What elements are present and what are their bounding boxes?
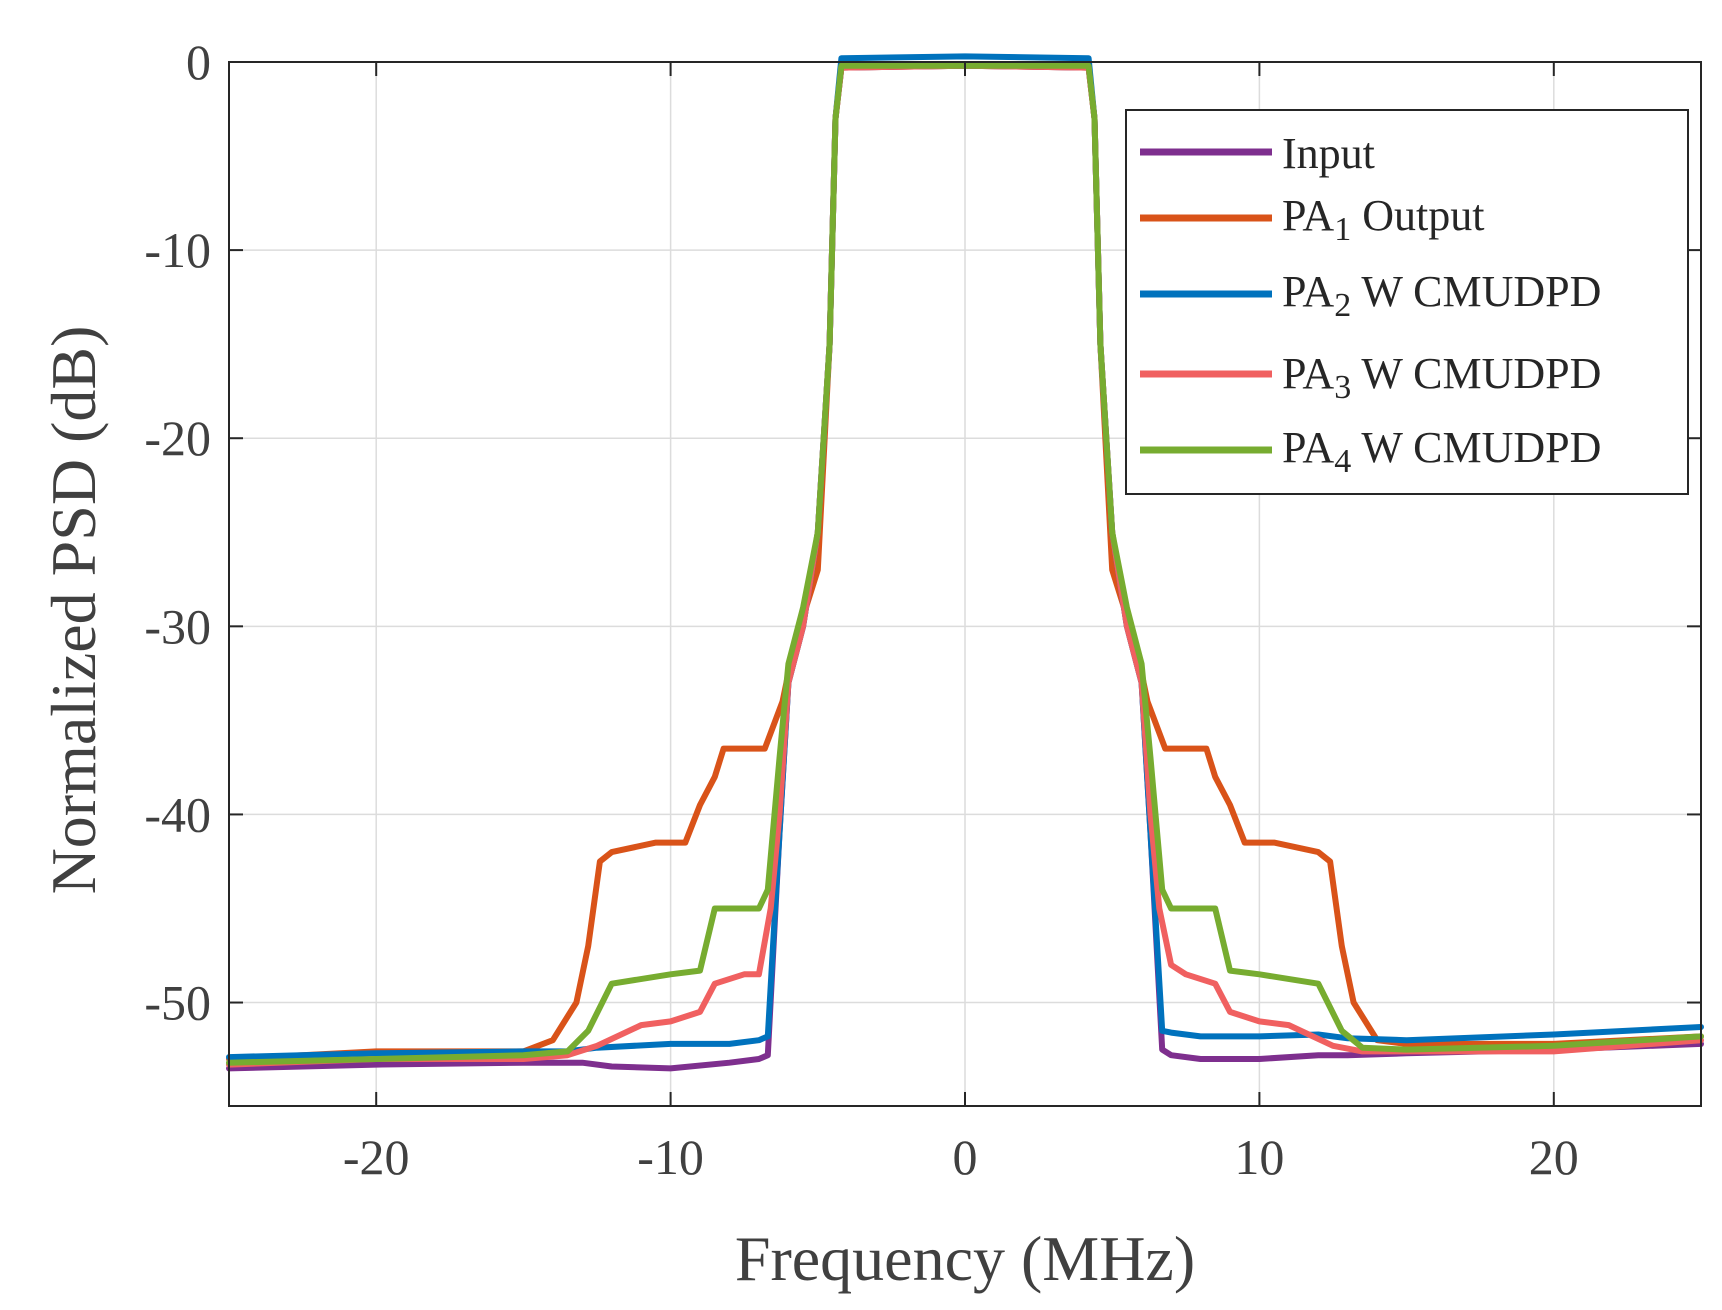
legend-label-pa2-sub: 2	[1334, 287, 1351, 324]
y-axis-title: Normalized PSD (dB)	[38, 326, 109, 895]
y-tick-label: -20	[144, 410, 211, 466]
legend-label-pa3-rest: W CMUDPD	[1351, 349, 1601, 398]
y-tick-label: -50	[144, 975, 211, 1031]
legend-entry-pa3-w-cmudpd: PA3 W CMUDPD	[1140, 349, 1601, 406]
legend-label-input: Input	[1282, 129, 1375, 178]
legend-label-pa1-rest: Output	[1351, 191, 1484, 240]
legend-label-pa2-rest: W CMUDPD	[1351, 267, 1601, 316]
grid	[229, 61, 1701, 1106]
legend-box	[1125, 109, 1689, 495]
y-tick-label: -10	[144, 222, 211, 278]
ticks: -20 -10 0 10 20 0 -10 -20 -30 -40 -50	[144, 34, 1701, 1185]
legend-label-pa1-sub: 1	[1334, 211, 1351, 248]
y-tick-label: -40	[144, 786, 211, 842]
legend-entry-pa2-w-cmudpd: PA2 W CMUDPD	[1140, 267, 1601, 324]
x-tick-label: 10	[1234, 1129, 1284, 1185]
legend: Input PA1 Output PA2 W CMUDPD PA3 W CMUD…	[1125, 109, 1689, 495]
legend-entry-pa4-w-cmudpd: PA4 W CMUDPD	[1140, 423, 1601, 480]
x-axis-title: Frequency (MHz)	[735, 1223, 1195, 1294]
legend-entry-input: Input	[1140, 129, 1375, 178]
legend-label-pa4-rest: W CMUDPD	[1351, 423, 1601, 472]
legend-label-pa4-sub: 4	[1334, 443, 1351, 480]
y-tick-label: 0	[186, 34, 211, 90]
legend-label-pa1-main: PA	[1282, 191, 1334, 240]
x-tick-label: -10	[637, 1129, 704, 1185]
legend-label-pa3-sub: 3	[1334, 369, 1351, 406]
y-tick-label: -30	[144, 598, 211, 654]
legend-label-pa2-main: PA	[1282, 267, 1334, 316]
legend-label-pa1-output: PA1 Output	[1282, 191, 1484, 248]
x-tick-label: 20	[1529, 1129, 1579, 1185]
legend-label-pa4-main: PA	[1282, 423, 1334, 472]
series-line-pa2-w-cmudpd	[226, 53, 1704, 1061]
legend-label-pa4: PA4 W CMUDPD	[1282, 423, 1601, 480]
x-tick-label: 0	[953, 1129, 978, 1185]
legend-entry-pa1-output: PA1 Output	[1140, 191, 1484, 248]
legend-label-pa2: PA2 W CMUDPD	[1282, 267, 1601, 324]
x-tick-label: -20	[343, 1129, 410, 1185]
legend-label-pa3: PA3 W CMUDPD	[1282, 349, 1601, 406]
legend-label-input-main: Input	[1282, 129, 1375, 178]
legend-label-pa3-main: PA	[1282, 349, 1334, 398]
